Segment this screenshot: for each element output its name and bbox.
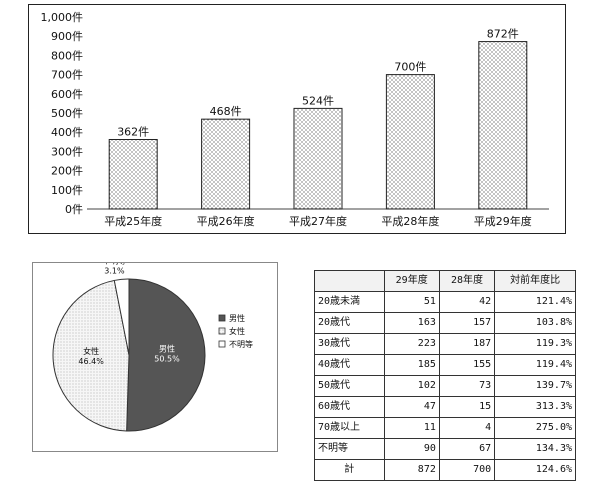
y-tick-label: 300件	[51, 145, 83, 158]
y-tick-label: 0件	[65, 203, 83, 216]
table-cell: 185	[383, 354, 440, 376]
table-row: 20歳未満 51 42 121.4%	[314, 291, 576, 313]
bar-value-label: 362件	[117, 125, 149, 138]
bar	[108, 138, 158, 210]
table-header-cell: 29年度	[383, 270, 440, 292]
pie-slice	[126, 278, 206, 432]
table-header-cell	[314, 270, 385, 292]
table-header-cell: 対前年度比	[494, 270, 576, 292]
y-tick-label: 500件	[51, 107, 83, 120]
y-tick-label: 1,000件	[41, 11, 84, 24]
table-cell: 4	[438, 417, 496, 439]
table-cell: 124.6%	[494, 459, 576, 481]
table-header-row: 29年度 28年度 対前年度比	[314, 270, 576, 292]
bar-value-label: 468件	[210, 105, 242, 118]
pie-slice	[113, 278, 130, 356]
table-cell: 42	[438, 291, 496, 313]
x-tick-label: 平成25年度	[104, 214, 162, 228]
table-cell: 313.3%	[494, 396, 576, 418]
table-cell: 119.3%	[494, 333, 576, 355]
table-cell: 67	[438, 438, 496, 460]
table-cell: 134.3%	[494, 438, 576, 460]
table-cell: 計	[314, 459, 385, 481]
y-tick-label: 200件	[51, 165, 83, 178]
x-tick-label: 平成28年度	[381, 214, 439, 228]
table-row: 70歳以上 11 4 275.0%	[314, 417, 576, 439]
bar-chart: 0件 100件 200件 300件 400件 500件 600件 700件 800件 900件 1,…	[41, 11, 549, 228]
pie-slice-label: 不明等	[102, 263, 126, 265]
bar-value-label: 524件	[302, 94, 334, 107]
x-tick-label: 平成27年度	[289, 214, 347, 228]
table-cell: 90	[383, 438, 440, 460]
pie-slice-label: 女性	[83, 346, 99, 356]
table-cell: 20歳未満	[314, 291, 385, 313]
table-row: 60歳代 47 15 313.3%	[314, 396, 576, 418]
table-cell: 40歳代	[314, 354, 385, 376]
y-tick-label: 600件	[51, 88, 83, 101]
table-cell: 157	[438, 312, 496, 334]
y-tick-label: 400件	[51, 126, 83, 139]
pie-slice-percent: 46.4%	[78, 357, 104, 366]
legend-swatch	[218, 314, 226, 322]
bar	[293, 107, 343, 210]
table-cell: 223	[383, 333, 440, 355]
y-tick-label: 700件	[51, 69, 83, 82]
table-cell: 73	[438, 375, 496, 397]
table-cell: 51	[383, 291, 440, 313]
table-cell: 11	[383, 417, 440, 439]
table-cell: 103.8%	[494, 312, 576, 334]
bar	[201, 118, 251, 210]
y-tick-label: 900件	[51, 30, 83, 43]
table-cell: 60歳代	[314, 396, 385, 418]
legend-label: 男性	[229, 313, 245, 323]
age-table-container: 29年度 28年度 対前年度比 20歳未満 51 42 121.4% 20歳代 …	[314, 270, 576, 481]
table-cell: 20歳代	[314, 312, 385, 334]
age-table: 29年度 28年度 対前年度比 20歳未満 51 42 121.4% 20歳代 …	[314, 270, 576, 481]
legend-label: 不明等	[229, 339, 253, 349]
x-tick-label: 平成26年度	[197, 214, 255, 228]
table-cell: 50歳代	[314, 375, 385, 397]
table-cell: 70歳以上	[314, 417, 385, 439]
bar-chart-panel: 0件 100件 200件 300件 400件 500件 600件 700件 800件 900件 1,…	[28, 4, 566, 234]
bar-value-label: 872件	[487, 28, 519, 41]
pie-slice-label: 男性	[159, 344, 175, 354]
table-header-cell: 28年度	[438, 270, 496, 292]
table-row: 50歳代 102 73 139.7%	[314, 375, 576, 397]
y-tick-label: 800件	[51, 49, 83, 62]
pie-slice	[52, 279, 130, 432]
y-tick-label: 100件	[51, 184, 83, 197]
table-cell: 187	[438, 333, 496, 355]
pie-slice-percent: 50.5%	[154, 355, 180, 364]
table-cell: 872	[383, 459, 440, 481]
legend-swatch	[218, 327, 226, 335]
table-cell: 102	[383, 375, 440, 397]
table-row: 30歳代 223 187 119.3%	[314, 333, 576, 355]
table-total-row: 計 872 700 124.6%	[314, 459, 576, 481]
table-cell: 47	[383, 396, 440, 418]
x-tick-label: 平成29年度	[474, 214, 532, 228]
table-cell: 139.7%	[494, 375, 576, 397]
table-row: 40歳代 185 155 119.4%	[314, 354, 576, 376]
legend-label: 女性	[229, 326, 245, 336]
table-cell: 121.4%	[494, 291, 576, 313]
table-row: 不明等 90 67 134.3%	[314, 438, 576, 460]
pie-slice-percent: 3.1%	[104, 266, 125, 275]
table-cell: 275.0%	[494, 417, 576, 439]
table-row: 20歳代 163 157 103.8%	[314, 312, 576, 334]
table-cell: 700	[438, 459, 496, 481]
table-cell: 30歳代	[314, 333, 385, 355]
table-cell: 119.4%	[494, 354, 576, 376]
bar-value-label: 700件	[394, 61, 426, 74]
table-cell: 不明等	[314, 438, 385, 460]
table-cell: 155	[438, 354, 496, 376]
table-cell: 163	[383, 312, 440, 334]
legend-swatch	[218, 340, 226, 348]
bar	[385, 74, 435, 210]
table-cell: 15	[438, 396, 496, 418]
bar	[478, 41, 528, 210]
